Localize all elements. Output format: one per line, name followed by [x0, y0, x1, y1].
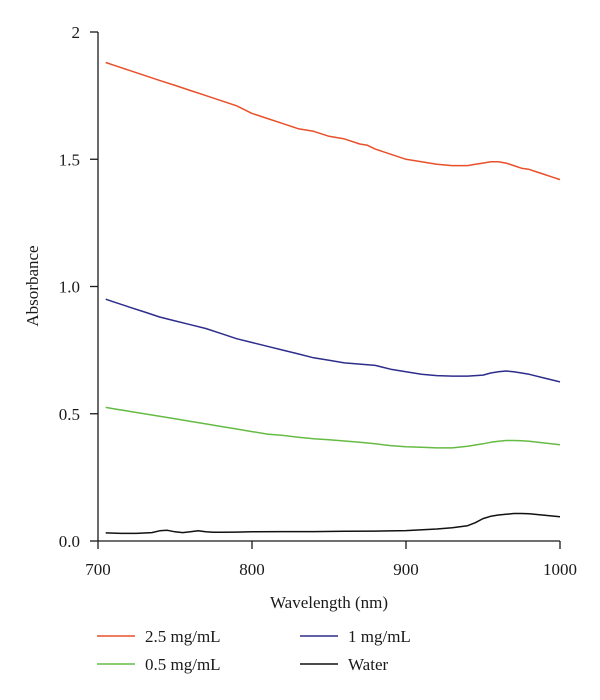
- legend: 2.5 mg/mL 1 mg/mL 0.5 mg/mL Water: [97, 627, 411, 674]
- y-tick-label: 1.0: [59, 278, 80, 297]
- series-line-1: [105, 298, 561, 383]
- legend-label: 0.5 mg/mL: [145, 655, 221, 674]
- x-tick-label: 800: [239, 560, 265, 579]
- x-tick-label: 700: [85, 560, 111, 579]
- y-tick-label: 1.5: [59, 150, 80, 169]
- ticks: 0.0 0.5 1.0 1.5 2 700 800 900 1000: [59, 23, 577, 579]
- legend-label: 1 mg/mL: [348, 627, 411, 646]
- legend-label: 2.5 mg/mL: [145, 627, 221, 646]
- y-axis-title: Absorbance: [23, 245, 42, 326]
- x-tick-label: 1000: [543, 560, 577, 579]
- y-tick-label: 2: [72, 23, 81, 42]
- series-line-3: [105, 512, 561, 535]
- x-tick-label: 900: [393, 560, 419, 579]
- x-axis-title: Wavelength (nm): [270, 593, 388, 612]
- y-tick-label: 0.5: [59, 405, 80, 424]
- axes: [97, 32, 560, 542]
- legend-label: Water: [348, 655, 388, 674]
- series-line-0: [105, 61, 561, 181]
- series-line-2: [105, 406, 561, 449]
- y-tick-label: 0.0: [59, 532, 80, 551]
- plot-lines: [105, 61, 561, 535]
